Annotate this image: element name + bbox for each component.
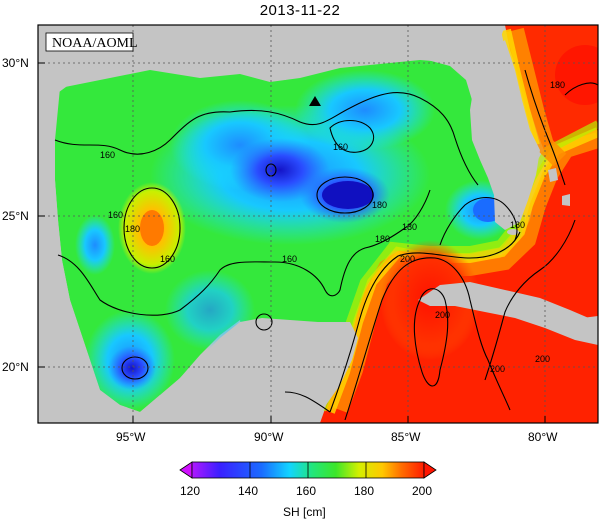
atlantic-band-orange — [506, 27, 567, 167]
bahamas-land — [548, 168, 570, 206]
lon-label-85w: 85°W — [391, 430, 421, 444]
map-title: 2013-11-22 — [259, 2, 341, 19]
contour-label: 180 — [375, 234, 390, 244]
contour-lines — [54, 69, 598, 421]
contour-label: 160 — [333, 142, 348, 152]
colorbar-tick: 120 — [180, 484, 200, 498]
contour-label: 160 — [100, 150, 115, 160]
contour-label: 180 — [402, 222, 417, 232]
keys-land — [507, 229, 519, 235]
cuba-land — [418, 282, 598, 345]
west-warm-eddy-core — [140, 210, 164, 246]
triangle-marker-icon — [309, 96, 321, 106]
map-frame — [37, 24, 599, 424]
contour-label: 200 — [435, 310, 450, 320]
colorbar-tick: 140 — [238, 484, 258, 498]
lon-label-90w: 90°W — [254, 430, 284, 444]
east-blue-eddy-core — [322, 181, 374, 209]
lat-label-30n: 30°N — [2, 56, 29, 70]
credit-text: NOAA/AOML — [52, 36, 138, 51]
florida-land — [470, 40, 540, 230]
lat-label-25n: 25°N — [2, 209, 29, 223]
colorbar: 120 140 160 180 200 SH [cm] — [179, 461, 437, 519]
hispaniola-land — [582, 316, 598, 330]
lon-label-80w: 80°W — [528, 430, 558, 444]
colorbar-max-arrow — [423, 461, 437, 479]
west-edge-cyan — [75, 215, 115, 275]
contour-label: 200 — [535, 354, 550, 364]
contour-label: 160 — [282, 254, 297, 264]
colorbar-tick: 160 — [296, 484, 316, 498]
lat-label-20n: 20°N — [2, 360, 29, 374]
contour-label: 180 — [510, 220, 525, 230]
contour-label: 160 — [108, 210, 123, 220]
contour-label: 180 — [372, 200, 387, 210]
contour-label: 180 — [125, 224, 140, 234]
contour-labels: 160 160 160 160 160 180 180 180 180 180 … — [100, 80, 565, 374]
contour-label: 200 — [400, 254, 415, 264]
colorbar-label: SH [cm] — [283, 505, 326, 519]
atlantic-band-yellow — [501, 28, 540, 147]
north-cyan-patch — [295, 70, 435, 150]
contour-label: 200 — [490, 364, 505, 374]
contour-label: 180 — [550, 80, 565, 90]
mexico-land — [38, 95, 165, 423]
tick-marks — [38, 62, 546, 423]
lon-label-95w: 95°W — [116, 430, 146, 444]
atlantic-hot-spot — [555, 45, 598, 105]
contour-label: 160 — [160, 254, 175, 264]
colorbar-min-arrow — [179, 461, 193, 479]
sw-blue-eddy — [108, 346, 156, 390]
colorbar-tick: 200 — [412, 484, 432, 498]
north-america-land — [38, 25, 598, 115]
credit-box: NOAA/AOML — [45, 32, 138, 52]
colorbar-tick: 180 — [354, 484, 374, 498]
graticule — [38, 25, 598, 423]
